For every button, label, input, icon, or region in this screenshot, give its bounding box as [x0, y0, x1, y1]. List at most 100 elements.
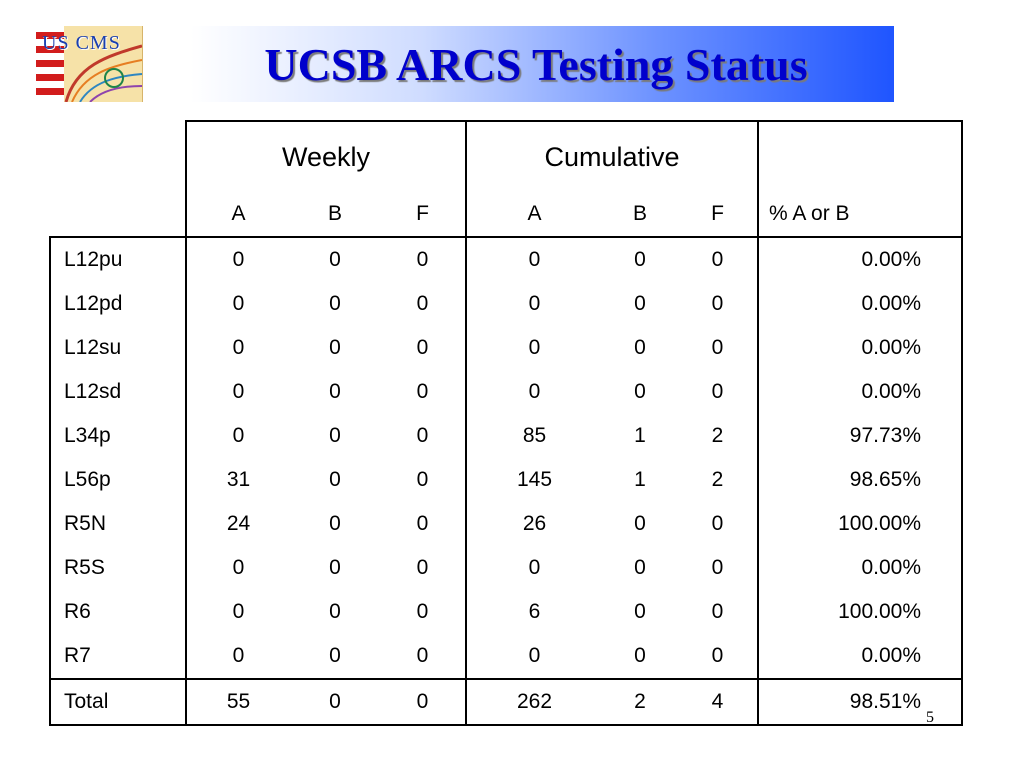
cell: 0 [465, 634, 602, 679]
cell: 0 [185, 370, 290, 414]
cell: 0 [185, 414, 290, 458]
total-label: Total [49, 678, 186, 726]
total-cell: 4 [678, 678, 758, 726]
cell: 0 [290, 236, 380, 282]
cell: 0 [465, 370, 602, 414]
logo-text: US CMS [42, 32, 121, 54]
cell: 0 [416, 380, 429, 403]
cell-percent: 0.00% [757, 236, 963, 282]
table-row: L12su 0 0 0 0 0 0 0.00% [49, 326, 963, 370]
cell: 31 [185, 458, 290, 502]
sub-header: % A or B [757, 192, 963, 237]
testing-status-table: Weekly Cumulative A B F A B F % A or B L… [49, 120, 963, 726]
cell: 0 [711, 512, 724, 535]
table-row: L12pu 0 0 0 0 0 0 0.00% [49, 236, 963, 282]
cell: 0 [329, 336, 341, 359]
cell: 0 [329, 556, 341, 579]
cell: 0 [634, 292, 646, 315]
sub-header: F [711, 202, 724, 225]
cell-percent: 0.00% [757, 326, 963, 370]
cell: 0 [185, 236, 290, 282]
sub-header: A [465, 192, 602, 237]
sub-header: B [327, 202, 342, 225]
cell-percent: 98.65% [757, 458, 963, 502]
sub-header-row: A B F A B F % A or B [50, 192, 963, 237]
table-row: R6 0 0 0 6 0 0 100.00% [49, 590, 963, 634]
cell: 24 [185, 502, 290, 546]
cell: 0 [711, 336, 724, 359]
cell-percent: 0.00% [757, 634, 963, 679]
table-row: R5N 24 0 0 26 0 0 100.00% [49, 502, 963, 546]
row-label: L12sd [49, 370, 186, 414]
cell: 0 [416, 600, 429, 623]
cell: 0 [634, 380, 646, 403]
uscms-logo-graphic [36, 26, 142, 102]
uscms-logo: US CMS [36, 26, 143, 102]
group-header-row: Weekly Cumulative [50, 120, 963, 192]
cell: 0 [185, 282, 290, 326]
cell: 0 [711, 600, 724, 623]
cumulative-header: Cumulative [465, 120, 758, 192]
table-row: L56p 31 0 0 145 1 2 98.65% [49, 458, 963, 502]
cell: 0 [185, 590, 290, 634]
cell-percent: 0.00% [757, 282, 963, 326]
slide-number: 5 [926, 709, 934, 726]
cell: 26 [465, 502, 602, 546]
cell: 0 [416, 556, 429, 579]
cell-percent: 0.00% [757, 370, 963, 414]
cell: 0 [465, 282, 602, 326]
weekly-header: Weekly [185, 120, 466, 192]
cell: 0 [711, 292, 724, 315]
total-cell: 262 [465, 678, 602, 726]
cell: 0 [634, 556, 646, 579]
cell: 145 [465, 458, 602, 502]
cell: 0 [678, 236, 758, 282]
cell: 0 [711, 380, 724, 403]
cell: 0 [416, 292, 429, 315]
cell: 0 [416, 644, 429, 667]
table-row: L34p 0 0 0 85 1 2 97.73% [49, 414, 963, 458]
cell: 1 [634, 468, 646, 491]
cell: 0 [634, 336, 646, 359]
cell: 0 [185, 326, 290, 370]
sub-header: A [185, 192, 290, 237]
table-row: L12pd 0 0 0 0 0 0 0.00% [49, 282, 963, 326]
total-cell: 55 [185, 678, 290, 726]
total-cell: 2 [602, 678, 678, 726]
cell: 0 [185, 634, 290, 679]
cell: 0 [602, 236, 678, 282]
cell-percent: 100.00% [757, 590, 963, 634]
cell: 0 [329, 600, 341, 623]
cell: 0 [329, 424, 341, 447]
cell: 0 [329, 292, 341, 315]
row-label: R7 [49, 634, 186, 679]
row-label: L12su [49, 326, 186, 370]
cell-percent: 97.73% [757, 414, 963, 458]
cell: 2 [711, 468, 724, 491]
cell: 6 [465, 590, 602, 634]
total-cell: 0 [380, 678, 466, 726]
cell: 0 [185, 546, 290, 590]
page-title: UCSB ARCS Testing Status [264, 39, 808, 90]
sub-header: B [632, 202, 647, 225]
total-cell: 0 [290, 678, 380, 726]
cell-percent: 0.00% [757, 546, 963, 590]
cell: 0 [634, 600, 646, 623]
sub-header: F [416, 202, 429, 225]
cell: 0 [711, 556, 724, 579]
cell: 1 [634, 424, 646, 447]
cell: 0 [416, 336, 429, 359]
total-row: Total 55 0 0 262 2 4 98.51% [49, 678, 963, 726]
cell: 0 [329, 380, 341, 403]
cell: 2 [711, 424, 724, 447]
row-label: L12pd [49, 282, 186, 326]
cell: 0 [416, 512, 429, 535]
cell: 0 [329, 644, 341, 667]
row-label: R5N [49, 502, 186, 546]
row-label: L34p [49, 414, 186, 458]
table-row: L12sd 0 0 0 0 0 0 0.00% [49, 370, 963, 414]
title-banner: US CMS UCSB ARCS Testing Status [36, 26, 894, 102]
cell: 0 [465, 326, 602, 370]
cell: 0 [329, 468, 341, 491]
table-row: R7 0 0 0 0 0 0 0.00% [49, 634, 963, 679]
